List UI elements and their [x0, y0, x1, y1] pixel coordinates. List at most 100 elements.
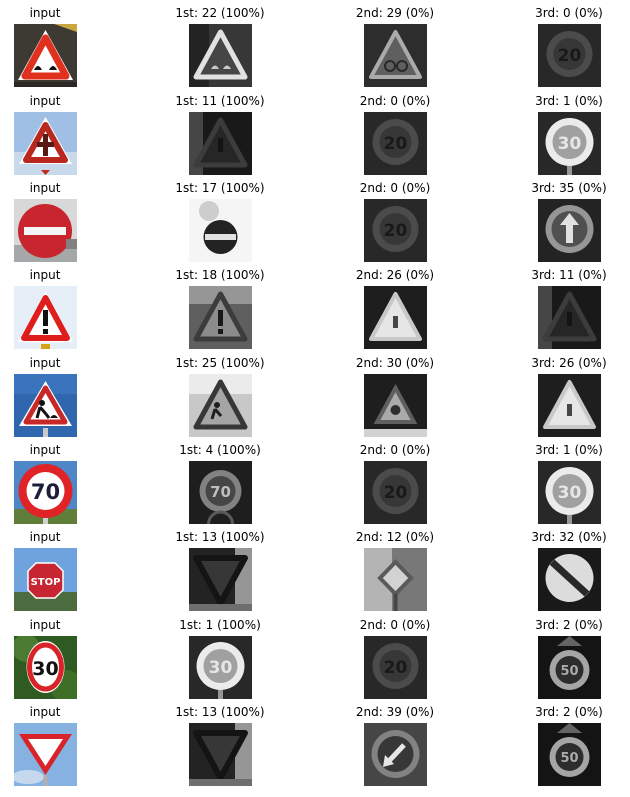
input-caption: input [29, 268, 61, 282]
prediction-cell: 1st: 22 (100%) [170, 5, 270, 92]
svg-text:20: 20 [383, 483, 407, 503]
input-cell: input [0, 180, 95, 267]
prediction-cell: 1st: 13 (100%) [170, 529, 270, 616]
prediction-sign-image: 20 [537, 24, 601, 87]
prediction-caption: 3rd: 1 (0%) [535, 94, 603, 108]
grid-row: input 1st: 18 (100%) 2nd: 26 (0%) 3rd: 11 (… [0, 267, 630, 354]
prediction-sign-image: 50 [537, 723, 601, 786]
svg-text:30: 30 [32, 658, 58, 680]
input-cell: input [0, 704, 95, 791]
prediction-caption: 2nd: 0 (0%) [359, 181, 431, 195]
prediction-caption: 3rd: 11 (0%) [531, 268, 607, 282]
input-caption: input [29, 181, 61, 195]
input-cell: input STOP [0, 529, 95, 616]
input-sign-image: 70 [13, 461, 77, 524]
prediction-sign-image [188, 199, 252, 262]
prediction-cell: 2nd: 12 (0%) [345, 529, 445, 616]
prediction-sign-image [188, 112, 252, 175]
prediction-caption: 3rd: 2 (0%) [535, 618, 603, 632]
prediction-sign-image: 20 [363, 636, 427, 699]
input-caption: input [29, 705, 61, 719]
input-cell: input 30 [0, 617, 95, 704]
prediction-cell: 3rd: 32 (0%) [519, 529, 619, 616]
grid-row: input 1st: 13 (100%) 2nd: 39 (0%) 3rd: 2 (0… [0, 704, 630, 791]
prediction-sign-image [363, 723, 427, 786]
input-sign-image [13, 723, 77, 786]
prediction-sign-image [363, 286, 427, 349]
grid-row: input 30 1st: 1 (100%) 30 2nd: 0 (0%) 20 3rd: … [0, 617, 630, 704]
prediction-caption: 3rd: 0 (0%) [535, 6, 603, 20]
svg-text:50: 50 [560, 751, 578, 766]
prediction-sign-image: 20 [363, 112, 427, 175]
prediction-sign-image: 70 [188, 461, 252, 524]
grid-row: input 1st: 11 (100%) 2nd: 0 (0%) 20 3rd: 1 (… [0, 93, 630, 180]
input-cell: input [0, 267, 95, 354]
prediction-sign-image: 30 [537, 112, 601, 175]
svg-text:30: 30 [208, 658, 232, 678]
prediction-sign-image [188, 374, 252, 437]
input-sign-image: 30 [13, 636, 77, 699]
prediction-sign-image: 50 [537, 636, 601, 699]
prediction-caption: 1st: 22 (100%) [175, 6, 265, 20]
prediction-cell: 3rd: 1 (0%) 30 [519, 93, 619, 180]
prediction-cell: 1st: 4 (100%) 70 [170, 442, 270, 529]
prediction-sign-image: 20 [363, 461, 427, 524]
prediction-sign-image: 20 [363, 199, 427, 262]
prediction-sign-image [188, 723, 252, 786]
prediction-sign-image [188, 286, 252, 349]
prediction-cell: 1st: 25 (100%) [170, 355, 270, 442]
prediction-caption: 1st: 25 (100%) [175, 356, 265, 370]
prediction-cell: 3rd: 2 (0%) 50 [519, 617, 619, 704]
prediction-caption: 2nd: 0 (0%) [359, 443, 431, 457]
svg-text:70: 70 [30, 480, 59, 504]
prediction-caption: 1st: 13 (100%) [175, 530, 265, 544]
prediction-caption: 3rd: 1 (0%) [535, 443, 603, 457]
grid-row: input STOP 1st: 13 (100%) 2nd: 12 (0%) 3rd: … [0, 529, 630, 616]
svg-text:70: 70 [210, 483, 231, 501]
svg-text:20: 20 [383, 658, 407, 678]
prediction-sign-image [537, 199, 601, 262]
grid-row: input 70 1st: 4 (100%) 70 2nd: 0 (0%) 20 3rd: … [0, 442, 630, 529]
prediction-caption: 1st: 11 (100%) [175, 94, 265, 108]
prediction-caption: 3rd: 32 (0%) [531, 530, 607, 544]
prediction-caption: 2nd: 29 (0%) [355, 6, 435, 20]
prediction-sign-image [537, 548, 601, 611]
prediction-cell: 1st: 11 (100%) [170, 93, 270, 180]
prediction-sign-image [363, 548, 427, 611]
svg-text:20: 20 [557, 46, 581, 66]
prediction-caption: 2nd: 12 (0%) [355, 530, 435, 544]
prediction-caption: 3rd: 35 (0%) [531, 181, 607, 195]
prediction-caption: 3rd: 2 (0%) [535, 705, 603, 719]
prediction-cell: 1st: 17 (100%) [170, 180, 270, 267]
input-caption: input [29, 94, 61, 108]
input-sign-image [13, 24, 77, 87]
prediction-sign-image [188, 24, 252, 87]
prediction-cell: 3rd: 35 (0%) [519, 180, 619, 267]
prediction-cell: 2nd: 0 (0%) 20 [345, 180, 445, 267]
prediction-cell: 1st: 18 (100%) [170, 267, 270, 354]
prediction-caption: 1st: 17 (100%) [175, 181, 265, 195]
input-cell: input [0, 93, 95, 180]
prediction-caption: 2nd: 26 (0%) [355, 268, 435, 282]
grid-row: input 1st: 25 (100%) 2nd: 30 (0%) 3rd: 26 (… [0, 355, 630, 442]
prediction-caption: 2nd: 0 (0%) [359, 618, 431, 632]
input-sign-image: STOP [13, 548, 77, 611]
prediction-sign-image [188, 548, 252, 611]
svg-text:30: 30 [557, 483, 581, 503]
grid-row: input 1st: 22 (100%) 2nd: 29 (0%) 3rd: 0 (0… [0, 5, 630, 92]
input-caption: input [29, 6, 61, 20]
prediction-sign-image: 30 [537, 461, 601, 524]
prediction-cell: 2nd: 0 (0%) 20 [345, 93, 445, 180]
input-caption: input [29, 618, 61, 632]
prediction-cell: 3rd: 1 (0%) 30 [519, 442, 619, 529]
prediction-caption: 1st: 13 (100%) [175, 705, 265, 719]
prediction-cell: 3rd: 11 (0%) [519, 267, 619, 354]
svg-text:30: 30 [557, 134, 581, 154]
input-sign-image [13, 374, 77, 437]
prediction-cell: 3rd: 0 (0%) 20 [519, 5, 619, 92]
prediction-caption: 1st: 1 (100%) [179, 618, 261, 632]
input-cell: input 70 [0, 442, 95, 529]
grid-row: input 1st: 17 (100%) 2nd: 0 (0%) 20 3rd: 35 … [0, 180, 630, 267]
prediction-caption: 3rd: 26 (0%) [531, 356, 607, 370]
